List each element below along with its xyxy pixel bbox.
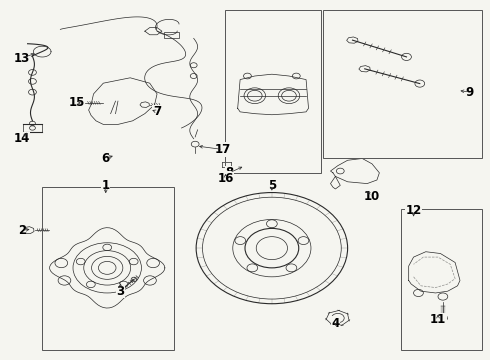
Text: 2: 2 xyxy=(18,224,26,237)
Text: 1: 1 xyxy=(102,179,110,192)
Text: 3: 3 xyxy=(116,285,124,298)
Text: 7: 7 xyxy=(153,105,161,118)
Text: 14: 14 xyxy=(14,132,30,145)
Text: 9: 9 xyxy=(466,86,474,99)
Text: 17: 17 xyxy=(215,143,231,156)
Bar xyxy=(225,10,321,173)
Text: 13: 13 xyxy=(14,51,30,64)
Text: 16: 16 xyxy=(217,172,234,185)
Text: 6: 6 xyxy=(101,152,110,165)
Text: 11: 11 xyxy=(430,313,446,327)
Text: 8: 8 xyxy=(225,166,234,179)
Text: 10: 10 xyxy=(364,190,380,203)
Text: 15: 15 xyxy=(68,96,85,109)
Bar xyxy=(401,209,482,350)
Bar xyxy=(323,10,482,158)
Text: 12: 12 xyxy=(405,204,422,217)
Text: 4: 4 xyxy=(331,317,340,330)
Text: 5: 5 xyxy=(268,179,276,192)
Bar xyxy=(42,187,174,350)
